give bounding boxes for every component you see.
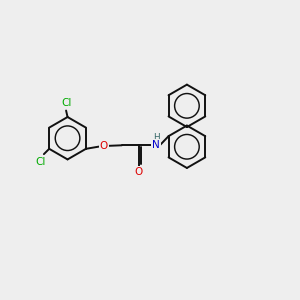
Text: H: H: [153, 133, 159, 142]
Text: O: O: [100, 141, 108, 151]
Text: Cl: Cl: [61, 98, 71, 108]
Text: Cl: Cl: [36, 157, 46, 167]
Text: O: O: [135, 167, 143, 177]
Text: N: N: [152, 140, 160, 150]
